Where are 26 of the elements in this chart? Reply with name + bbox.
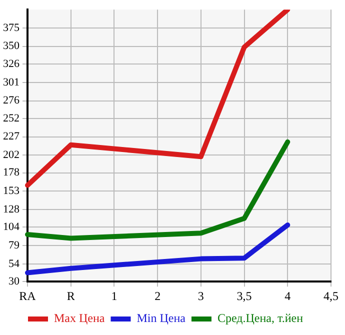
x-tick-label: 3 [198, 288, 204, 303]
y-tick-label: 375 [3, 22, 20, 34]
y-tick-label: 128 [3, 203, 20, 216]
x-tick-label: 3,5 [236, 288, 252, 303]
y-tick-label: 202 [3, 149, 20, 162]
y-tick-label: 104 [3, 221, 20, 234]
legend-label: Сред.Цена, т.йен [217, 311, 304, 326]
x-tick-label: 2 [154, 288, 161, 303]
y-tick-label: 54 [8, 258, 20, 270]
legend-label: Min Цена [136, 311, 186, 326]
y-tick-label: 153 [3, 185, 20, 198]
y-tick-label: 276 [3, 94, 20, 107]
y-tick-label: 350 [3, 40, 20, 52]
y-tick-label: 252 [3, 112, 20, 124]
y-tick-label: 326 [3, 58, 20, 70]
x-tick-label: 4,5 [324, 288, 338, 303]
y-tick-label: 301 [3, 76, 20, 88]
y-tick-label: 178 [3, 166, 20, 179]
x-tick-label: 1 [111, 288, 118, 303]
x-tick-label: RA [19, 288, 36, 303]
x-tick-label: 4 [284, 288, 291, 303]
x-tick-label: R [66, 288, 75, 303]
y-tick-label: 79 [8, 239, 20, 252]
legend-label: Max Цена [54, 311, 106, 326]
y-tick-label: 30 [8, 275, 20, 288]
y-tick-label: 227 [3, 130, 20, 143]
